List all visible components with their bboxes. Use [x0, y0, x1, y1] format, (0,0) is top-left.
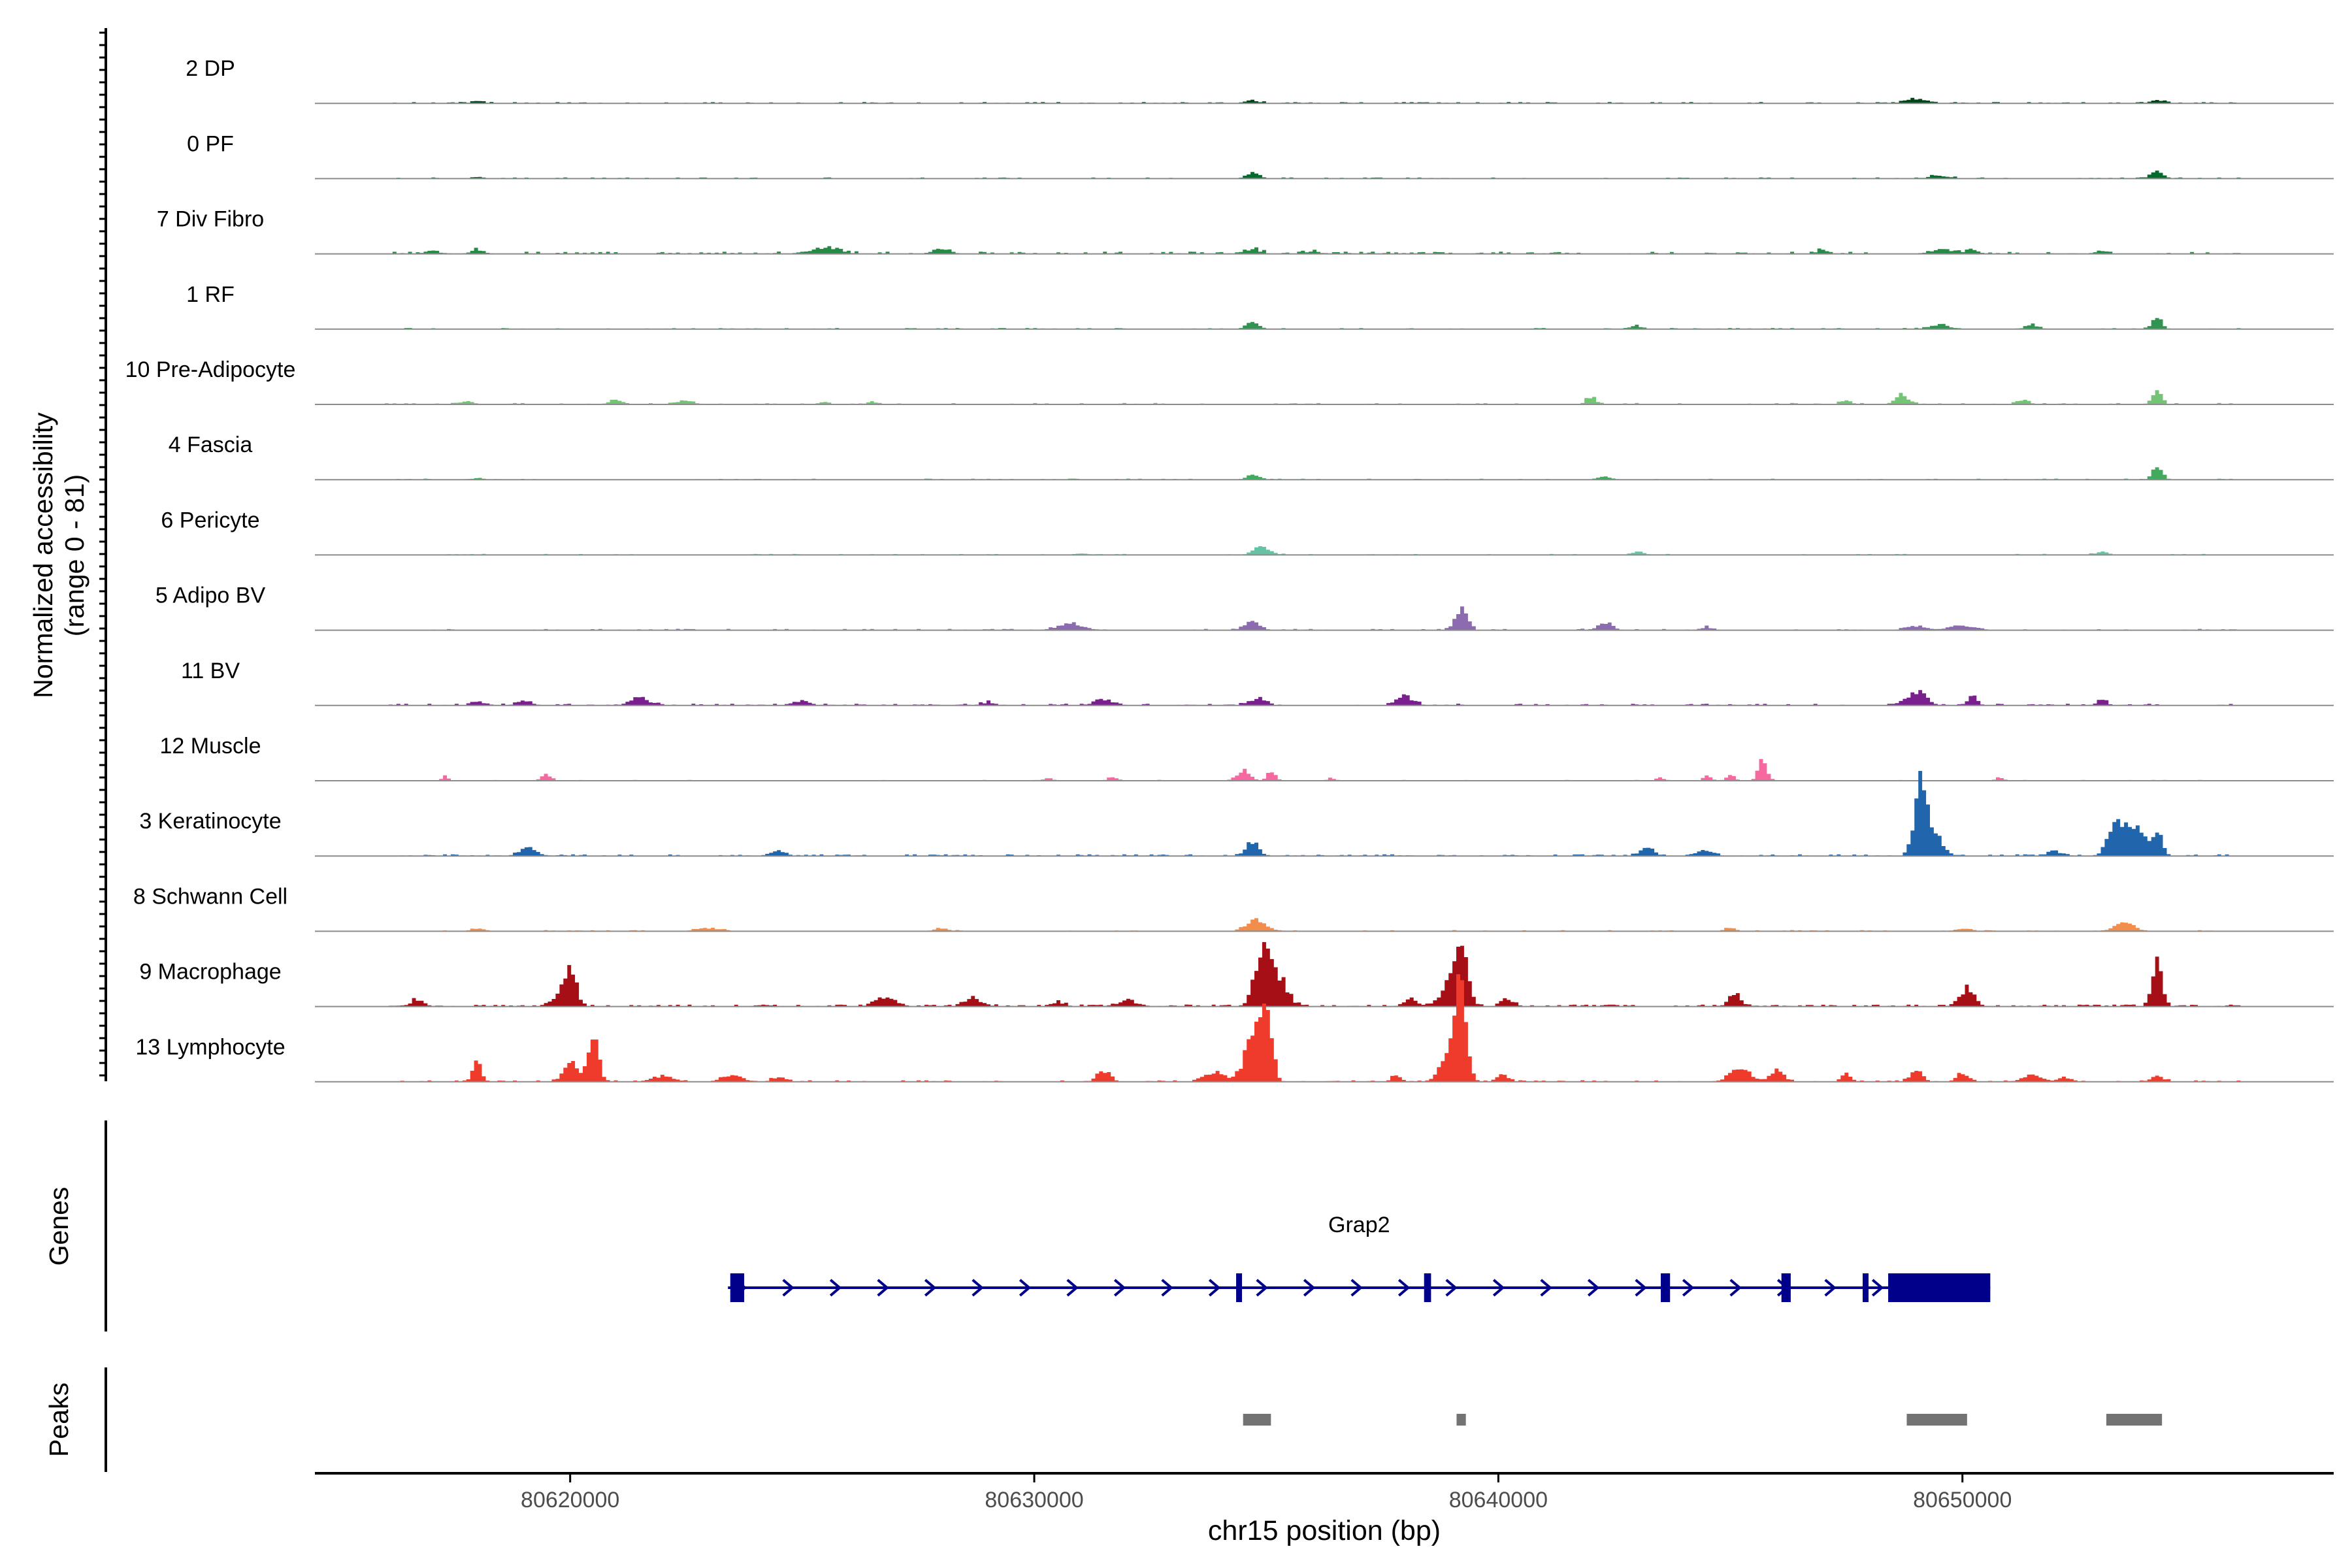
x-axis-ticks: 80620000 80630000 80640000 80650000: [521, 1473, 2012, 1512]
strand-arrow: [1635, 1279, 1647, 1297]
strand-arrow: [1303, 1279, 1316, 1297]
track-coverage-area: [315, 690, 2334, 706]
track-11: 3 Keratinocyte: [139, 771, 2334, 857]
track-label: 13 Lymphocyte: [135, 1035, 285, 1060]
strand-arrow: [1113, 1279, 1126, 1297]
y-axis-title-line1: Normalized accessibility: [28, 412, 58, 698]
track-2: 0 PF: [187, 131, 2334, 180]
gene-track: Grap2: [728, 1213, 1991, 1302]
gene-exon: [1424, 1273, 1431, 1302]
strand-arrow: [1350, 1279, 1363, 1297]
strand-arrow: [1682, 1279, 1695, 1297]
gene-exon: [1236, 1273, 1243, 1302]
track-label: 12 Muscle: [160, 734, 261, 759]
strand-arrow: [1161, 1279, 1173, 1297]
track-label: 0 PF: [187, 131, 234, 156]
strand-arrow: [1871, 1279, 1884, 1297]
x-tick-label: 80640000: [1449, 1488, 1548, 1512]
gene-exon: [1781, 1273, 1791, 1302]
gene-name-label: Grap2: [1328, 1213, 1390, 1237]
strand-arrow: [1540, 1279, 1552, 1297]
strand-arrow: [1066, 1279, 1079, 1297]
gene-exon: [1661, 1273, 1671, 1302]
track-label: 2 DP: [186, 56, 235, 81]
track-label: 5 Adipo BV: [155, 583, 266, 608]
peak-region: [1243, 1414, 1271, 1426]
track-coverage-area: [315, 246, 2334, 254]
track-10: 12 Muscle: [160, 734, 2334, 781]
peak-region: [2106, 1414, 2163, 1426]
track-label: 1 RF: [186, 282, 235, 307]
gene-model: Grap2: [728, 1213, 1991, 1302]
strand-arrow: [1019, 1279, 1032, 1297]
track-4: 1 RF: [186, 282, 2334, 330]
track-5: 10 Pre-Adipocyte: [125, 357, 2334, 405]
track-13: 9 Macrophage: [139, 942, 2334, 1007]
strand-arrow: [1208, 1279, 1221, 1297]
y-axis-title-line2: (range 0 - 81): [59, 474, 90, 636]
track-label: 4 Fascia: [169, 433, 253, 457]
peaks-panel-label: Peaks: [44, 1382, 74, 1457]
strand-arrow: [1397, 1279, 1411, 1297]
strand-arrow: [1445, 1279, 1458, 1297]
track-7: 6 Pericyte: [161, 508, 2334, 556]
y-axis-title: Normalized accessibility (range 0 - 81): [28, 412, 90, 698]
gene-exon: [1888, 1273, 1991, 1302]
x-axis-title: chr15 position (bp): [1208, 1515, 1441, 1546]
track-coverage-area: [315, 918, 2334, 932]
genes-panel-label: Genes: [44, 1187, 74, 1266]
track-coverage-area: [315, 771, 2334, 857]
coverage-tracks: 2 DP 0 PF 7 Div Fibro 1 RF 10 Pre-Adipocyte 4…: [125, 56, 2334, 1083]
gene-exon: [1863, 1273, 1869, 1302]
strand-arrow: [877, 1279, 889, 1297]
strand-arrow: [972, 1279, 984, 1297]
track-label: 9 Macrophage: [139, 960, 281, 985]
track-label: 6 Pericyte: [161, 508, 259, 532]
gene-exon: [730, 1273, 745, 1302]
strand-arrow: [924, 1279, 937, 1297]
peak-track: [1243, 1414, 2163, 1426]
track-label: 8 Schwann Cell: [133, 884, 287, 909]
strand-arrow: [1729, 1279, 1742, 1297]
strand-arrow: [1492, 1279, 1505, 1297]
coverage-y-ticks: [99, 31, 106, 1077]
strand-arrow: [1256, 1279, 1268, 1297]
track-label: 11 BV: [181, 659, 240, 683]
track-coverage-area: [315, 171, 2334, 179]
track-14: 13 Lymphocyte: [135, 974, 2334, 1083]
strand-arrow: [829, 1279, 842, 1297]
track-6: 4 Fascia: [169, 433, 2334, 481]
peak-region: [1456, 1414, 1466, 1426]
track-1: 2 DP: [186, 56, 2334, 105]
x-tick-label: 80620000: [521, 1488, 619, 1512]
track-3: 7 Div Fibro: [157, 207, 2334, 255]
track-9: 11 BV: [181, 659, 2334, 706]
track-label: 7 Div Fibro: [157, 207, 264, 232]
peak-region: [1906, 1414, 1967, 1426]
x-tick-label: 80650000: [1913, 1488, 2012, 1512]
track-label: 10 Pre-Adipocyte: [125, 357, 296, 382]
strand-arrow: [1824, 1279, 1837, 1297]
track-label: 3 Keratinocyte: [139, 809, 281, 834]
track-8: 5 Adipo BV: [155, 583, 2334, 631]
strand-arrow: [782, 1279, 794, 1297]
strand-arrow: [1587, 1279, 1600, 1297]
track-12: 8 Schwann Cell: [133, 884, 2334, 932]
x-tick-label: 80630000: [985, 1488, 1083, 1512]
